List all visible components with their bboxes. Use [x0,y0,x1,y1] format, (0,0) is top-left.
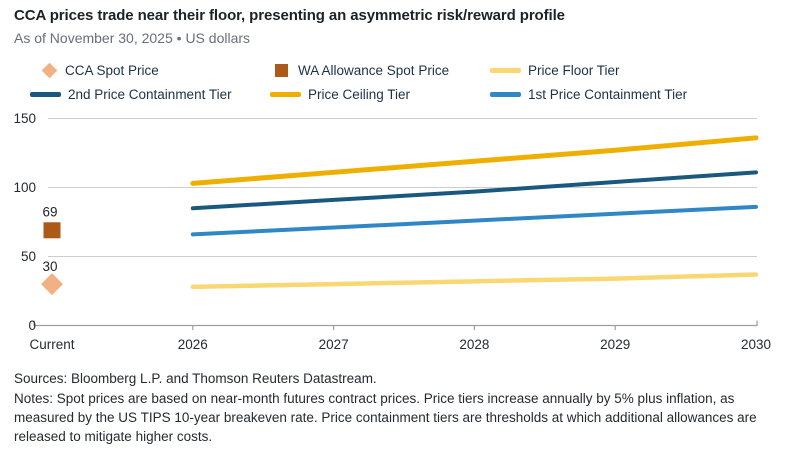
price-ceiling-tier-line-icon [270,91,301,97]
legend-item-wa-allowance-spot-price: WA Allowance Spot Price [270,61,490,79]
x-axis-label-2028: 2028 [459,337,489,352]
1st-price-containment-tier-line-icon [490,91,521,97]
page-title: CCA prices trade near their floor, prese… [14,7,565,24]
series-line-2nd-price-containment-tier [190,170,758,211]
legend-item-1st-price-containment-tier: 1st Price Containment Tier [490,85,780,103]
legend-item-2nd-price-containment-tier: 2nd Price Containment Tier [30,85,270,103]
legend-item-price-floor-tier: Price Floor Tier [490,61,780,79]
y-axis-label-50: 50 [21,249,36,264]
series-line-1st-price-containment-tier [190,204,758,237]
legend-label: 2nd Price Containment Tier [68,86,232,102]
price-chart: 0 50 100 150 Current 2026 2027 2028 2029 2030 69 30 [13,111,771,352]
chart-footnotes: Sources: Bloomberg L.P. and Thomson Reut… [14,369,793,446]
x-axis-label-2027: 2027 [319,337,349,352]
x-axis-label-current: Current [29,337,74,352]
x-axis-label-2026: 2026 [178,337,208,352]
x-axis-label-2029: 2029 [600,337,630,352]
wa-allowance-spot-price-value-label: 69 [42,204,57,219]
legend-label: Price Floor Tier [528,62,620,78]
x-axis-label-2030: 2030 [741,337,771,352]
price-floor-tier-line-icon [490,67,521,73]
x-axis-line [33,320,758,327]
page-subtitle: As of November 30, 2025 • US dollars [14,30,251,46]
y-axis-label-150: 150 [13,111,36,126]
legend-label: Price Ceiling Tier [308,86,411,102]
notes-text: Notes: Spot prices are based on near-mon… [14,391,757,444]
sources-text: Sources: Bloomberg L.P. and Thomson Reut… [14,371,377,386]
wa-allowance-spot-price-square-icon [275,63,288,77]
legend-label: CCA Spot Price [65,62,159,78]
legend-label: 1st Price Containment Tier [528,86,688,102]
y-axis-label-0: 0 [28,318,36,333]
legend-label: WA Allowance Spot Price [298,62,450,78]
legend-item-cca-spot-price: CCA Spot Price [30,61,270,79]
legend-item-price-ceiling-tier: Price Ceiling Tier [270,85,490,103]
wa-allowance-spot-price-square-marker [43,222,61,239]
series-line-price-ceiling-tier [190,135,759,186]
cca-spot-price-diamond-marker [41,273,63,296]
chart-area: 0 50 100 150 Current 2026 2027 2028 2029 2030 69 30 [0,105,793,365]
cca-spot-price-value-label: 30 [42,259,57,274]
series-line-price-floor-tier [190,272,759,290]
cca-spot-price-diamond-icon [41,62,58,78]
2nd-price-containment-tier-line-icon [30,91,61,97]
chart-legend: CCA Spot Price WA Allowance Spot Price Pri… [30,61,780,103]
y-axis-label-100: 100 [13,180,36,195]
